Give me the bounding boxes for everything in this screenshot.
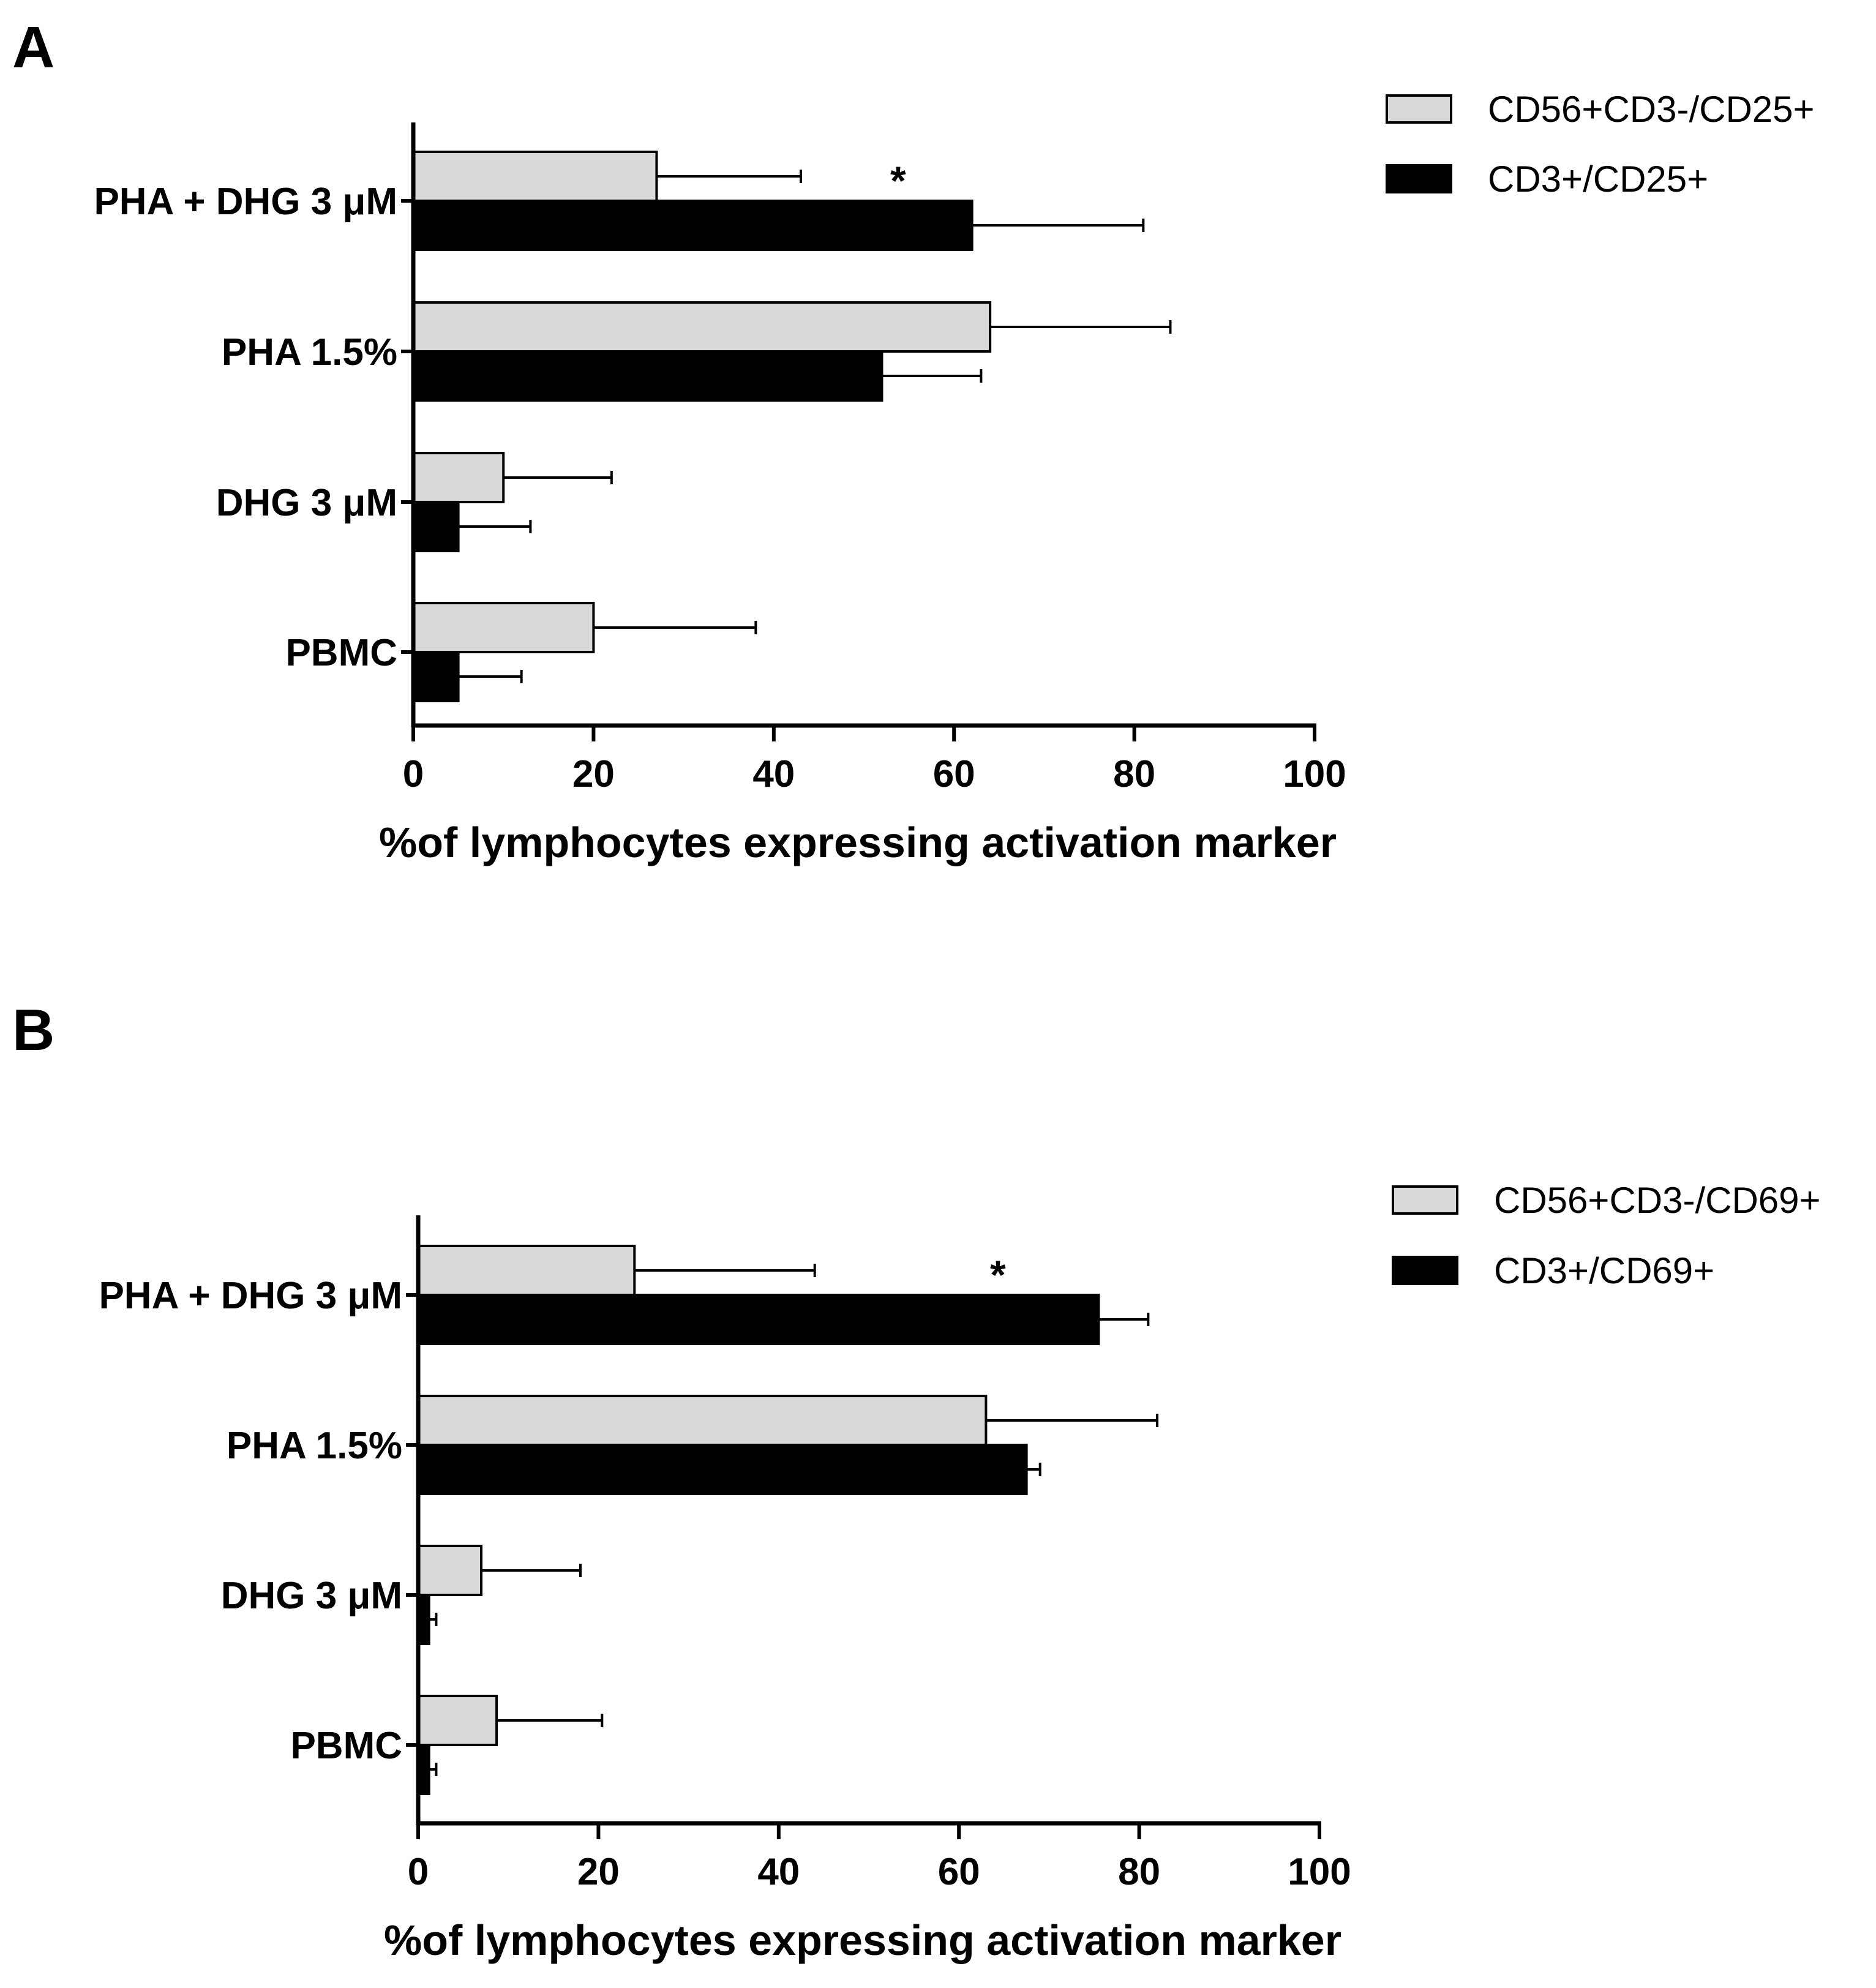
bar bbox=[412, 452, 505, 503]
y-tick-label: PBMC bbox=[290, 1725, 402, 1767]
panel-label: A bbox=[12, 15, 54, 80]
panel-label: B bbox=[12, 997, 54, 1063]
x-tick-label: 40 bbox=[752, 753, 795, 795]
x-axis-title: %of lymphocytes expressing activation ma… bbox=[384, 1916, 1341, 1964]
legend-swatch bbox=[1392, 1256, 1458, 1285]
y-tick-label: DHG 3 μM bbox=[221, 1575, 402, 1617]
legend-swatch bbox=[1386, 164, 1452, 193]
bar bbox=[412, 151, 658, 202]
legend-label: CD3+/CD25+ bbox=[1488, 159, 1708, 200]
bar bbox=[417, 1695, 498, 1746]
significance-marker: * bbox=[990, 1252, 1006, 1297]
legend-label: CD3+/CD69+ bbox=[1494, 1250, 1714, 1291]
legend: CD56+CD3-/CD69+ CD3+/CD69+ bbox=[1392, 1180, 1821, 1291]
x-tick-label: 80 bbox=[1113, 753, 1155, 795]
bar bbox=[412, 651, 460, 702]
y-tick-label: PBMC bbox=[285, 632, 397, 674]
y-tick-label: PHA + DHG 3 μM bbox=[99, 1275, 402, 1317]
x-tick-label: 100 bbox=[1288, 1851, 1351, 1893]
y-tick-label: DHG 3 μM bbox=[216, 482, 397, 524]
bar bbox=[412, 602, 595, 653]
legend-label: CD56+CD3-/CD25+ bbox=[1488, 89, 1815, 130]
x-tick-label: 0 bbox=[403, 753, 424, 795]
x-tick-label: 80 bbox=[1118, 1851, 1160, 1893]
chart-panel-b: B PHA + DHG 3 μM PHA 1.5% DHG 3 μM PBMC * 0 20 4… bbox=[12, 997, 1821, 1964]
x-axis-title: %of lymphocytes expressing activation ma… bbox=[379, 819, 1337, 866]
x-tick-label: 60 bbox=[933, 753, 975, 795]
bar bbox=[417, 1395, 988, 1446]
x-tick-label: 40 bbox=[757, 1851, 800, 1893]
legend: CD56+CD3-/CD25+ CD3+/CD25+ bbox=[1386, 89, 1815, 200]
bar bbox=[417, 1245, 636, 1296]
x-tick-label: 20 bbox=[577, 1851, 620, 1893]
legend-label: CD56+CD3-/CD69+ bbox=[1494, 1180, 1821, 1221]
legend-swatch bbox=[1386, 94, 1452, 124]
y-tick-label: PHA + DHG 3 μM bbox=[94, 181, 397, 223]
legend-swatch bbox=[1392, 1185, 1458, 1215]
bar bbox=[412, 501, 460, 552]
bar bbox=[417, 1545, 483, 1596]
bar bbox=[412, 200, 974, 251]
bar bbox=[417, 1444, 1028, 1495]
significance-marker: * bbox=[890, 158, 906, 203]
y-tick-label: PHA 1.5% bbox=[222, 331, 397, 373]
bar bbox=[412, 350, 884, 402]
x-tick-label: 20 bbox=[572, 753, 615, 795]
bar bbox=[417, 1294, 1100, 1345]
y-tick-label: PHA 1.5% bbox=[227, 1425, 402, 1467]
x-tick-label: 60 bbox=[938, 1851, 980, 1893]
x-tick-label: 0 bbox=[408, 1851, 429, 1893]
chart-panel-a: A PHA + DHG 3 μM PHA 1.5% DHG 3 μM PBMC * 0 20 4… bbox=[12, 15, 1815, 866]
x-tick-label: 100 bbox=[1283, 753, 1346, 795]
bar bbox=[412, 301, 992, 353]
